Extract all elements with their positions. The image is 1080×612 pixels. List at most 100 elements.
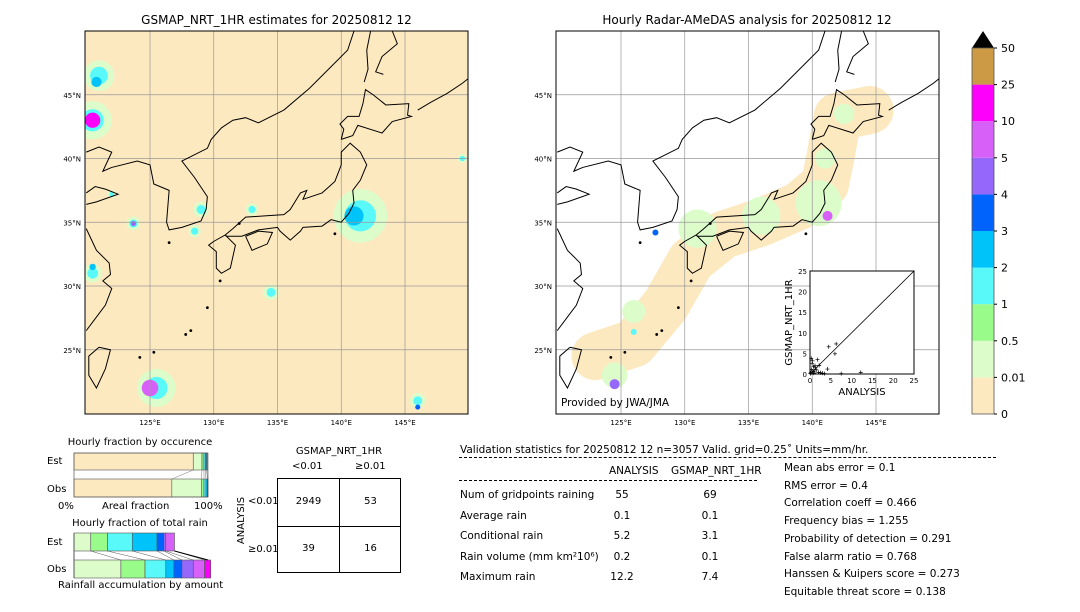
scatter-point: [858, 370, 863, 375]
scatter-y-tick: 10: [798, 330, 807, 338]
rain-area: [87, 267, 98, 279]
occurrence-obs-segment: [203, 478, 207, 498]
connector-line: [107, 550, 146, 561]
colorbar-bin: [972, 48, 994, 85]
rain-est-segment: [163, 532, 167, 552]
cell-00: 2949: [295, 496, 322, 507]
island: [609, 356, 613, 359]
score-text: Equitable threat score = 0.138: [784, 585, 946, 598]
coastline: [834, 31, 843, 83]
scatter-point: [811, 371, 816, 376]
coastline: [716, 230, 745, 251]
connector-line: [171, 469, 194, 480]
occurrence-est-segment: [73, 452, 194, 471]
colorbar-bin: [972, 304, 994, 341]
connector-line: [90, 550, 121, 561]
colorbar-tick-label: 2: [1001, 262, 1008, 275]
col-label-1: ≥0.01: [355, 461, 386, 472]
colorbar-tick-label: 4: [1001, 188, 1008, 201]
scatter-x-tick: 10: [847, 377, 856, 385]
coastline: [88, 346, 112, 390]
island: [184, 333, 188, 336]
connector-line: [206, 469, 208, 480]
map-frame: [555, 30, 940, 415]
stats-col1: ANALYSIS: [609, 465, 659, 477]
scatter-point: [815, 357, 820, 362]
colorbar-bin: [972, 231, 994, 268]
scatter-point: [817, 363, 822, 368]
stats-g: 7.4: [701, 571, 719, 583]
divider: [459, 480, 757, 481]
connector-line: [174, 550, 209, 561]
left-map-title: GSMAP_NRT_1HR estimates for 20250812 12: [141, 13, 412, 27]
coastline: [559, 346, 583, 390]
scatter-x-tick: 0: [808, 377, 812, 385]
scatter-y-tick: 0: [803, 371, 807, 379]
score-text: Correlation coeff = 0.466: [784, 497, 917, 510]
island: [152, 350, 156, 354]
coastline: [245, 230, 274, 251]
colorbar-tick-label: 0.5: [1001, 335, 1019, 348]
fraction-charts: [73, 452, 211, 579]
occurrence-obs-segment: [201, 478, 205, 498]
rain-est-label: Est: [47, 537, 63, 548]
scatter-point: [839, 371, 844, 376]
coastline: [85, 228, 113, 331]
lat-tick-label: 25°N: [534, 347, 552, 355]
stats-header: Validation statistics for 20250812 12 n=…: [460, 444, 869, 456]
rain-area: [415, 404, 421, 410]
occurrence-est-segment: [206, 452, 208, 471]
rain-area: [344, 206, 364, 226]
map-content: [85, 31, 468, 414]
rain-obs-label: Obs: [47, 564, 67, 575]
rain-est-segment: [165, 532, 175, 552]
lat-tick-label: 45°N: [63, 92, 81, 100]
rain-obs-segment: [204, 559, 211, 579]
colorbar-bin: [972, 377, 994, 414]
coastline: [375, 31, 398, 75]
rain-area: [196, 205, 206, 214]
lat-tick-label: 30°N: [63, 283, 81, 291]
island: [333, 232, 337, 236]
island: [218, 279, 222, 283]
left-map: 125°E 130°E 135°E 140°E 145°E 45°N 40°N 35°N 30°…: [63, 30, 469, 427]
island: [655, 333, 659, 336]
stats-a: 55: [615, 489, 629, 501]
scatter-xlabel: ANALYSIS: [838, 387, 885, 398]
divider: [459, 457, 996, 458]
scatter-point: [812, 363, 817, 368]
connector-line: [156, 550, 174, 561]
total-rain-title: Hourly fraction of total rain: [72, 518, 208, 529]
rain-area: [266, 287, 276, 297]
rain-area: [109, 191, 114, 197]
scatter-inset: 00 5 5 10 10 15 15 20 20 25 25 ANALYSIS GSMAP_NRT_1H…: [784, 268, 918, 398]
coastline: [86, 31, 355, 231]
maps-svg: 125°E 130°E 135°E 140°E 145°E 45°N 40°N 35°N 30°…: [63, 30, 1026, 427]
occ-x100: 100%: [194, 501, 223, 512]
coastline: [417, 78, 468, 111]
colorbar-bin: [972, 84, 994, 122]
stats-g: 69: [703, 489, 717, 501]
score-text: Frequency bias = 1.255: [784, 515, 909, 528]
island: [660, 329, 664, 333]
scatter-point: [808, 371, 813, 376]
rain-obs-segment: [192, 559, 205, 579]
lon-tick-label: 125°E: [139, 419, 160, 427]
connector-line: [201, 469, 203, 480]
occ-est-label: Est: [47, 456, 63, 467]
connector-line: [132, 550, 166, 561]
lat-tick-label: 30°N: [534, 283, 552, 291]
island: [205, 306, 209, 310]
rain-obs-segment: [120, 559, 146, 579]
rain-obs-segment: [144, 559, 167, 579]
rain-est-segment: [73, 532, 92, 552]
rain-obs-segment: [165, 559, 175, 579]
occurrence-obs-segment: [73, 478, 173, 498]
colorbar-bin: [972, 157, 994, 195]
scatter-point: [834, 341, 839, 346]
cell-01: 53: [364, 496, 377, 507]
score-text: Probability of detection = 0.291: [784, 532, 952, 545]
island: [237, 222, 241, 225]
coastline: [556, 186, 591, 205]
coastline: [363, 31, 372, 83]
